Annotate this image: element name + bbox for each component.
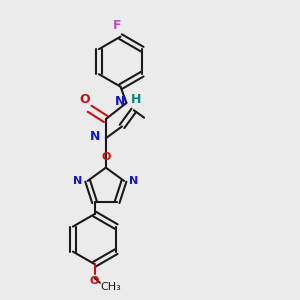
Text: N: N xyxy=(90,130,100,143)
Text: N: N xyxy=(129,176,139,186)
Text: O: O xyxy=(90,276,99,286)
Text: O: O xyxy=(101,152,110,162)
Text: N: N xyxy=(73,176,82,186)
Text: F: F xyxy=(113,19,122,32)
Text: H: H xyxy=(131,93,141,106)
Text: CH₃: CH₃ xyxy=(100,282,121,292)
Text: N: N xyxy=(115,95,125,108)
Text: O: O xyxy=(79,93,90,106)
